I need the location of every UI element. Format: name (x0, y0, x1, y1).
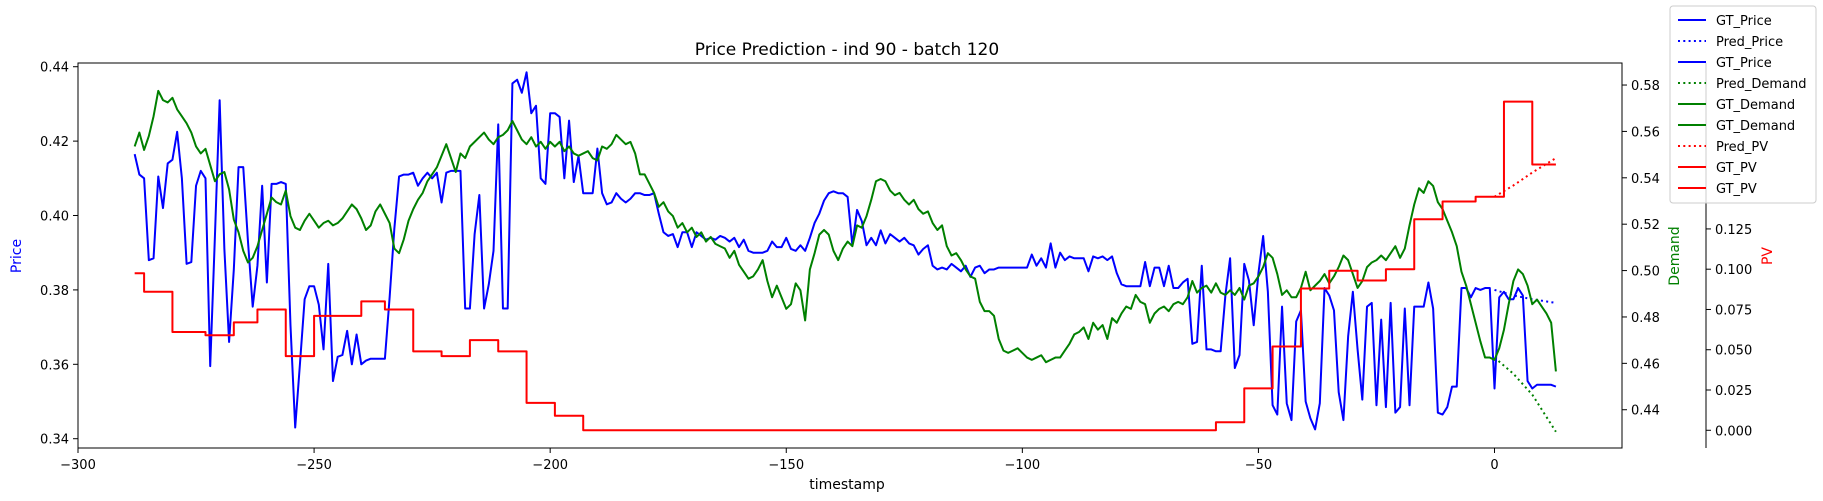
axes-layer: −300 −250 −200 −150 −100 −50 0 0.34 0.36 0.38 0.40… (40, 61, 1752, 473)
x-tick-label: −250 (296, 458, 332, 473)
demand-tick-label: 0.50 (1631, 265, 1660, 280)
price-tick-label: 0.40 (40, 210, 69, 225)
x-tick-label: −200 (532, 458, 568, 473)
demand-tick-label: 0.54 (1631, 172, 1660, 187)
demand-tick-label: 0.56 (1631, 125, 1660, 140)
legend-label: GT_Price (1716, 56, 1772, 71)
price-tick-label: 0.44 (40, 61, 69, 76)
series-line-pred-demand (1493, 356, 1557, 433)
x-tick-label: −150 (768, 458, 804, 473)
series-line-gt-pv (134, 100, 1556, 432)
price-tick-label: 0.42 (40, 135, 69, 150)
legend-label: GT_Demand (1716, 119, 1795, 134)
x-axis-label: timestamp (809, 477, 885, 493)
chart-title: Price Prediction - ind 90 - batch 120 (695, 40, 999, 60)
y-axis-label-price: Price (9, 239, 25, 273)
pv-tick-label: 0.025 (1715, 384, 1752, 399)
legend-label: GT_PV (1716, 182, 1757, 197)
series-line-pred-pv (1493, 157, 1557, 198)
x-tick-label: −50 (1245, 458, 1272, 473)
series-line-gt-price (133, 71, 1557, 431)
pv-tick-label: 0.000 (1715, 424, 1752, 439)
legend-label: GT_Price (1716, 14, 1772, 29)
price-tick-label: 0.34 (40, 433, 69, 448)
legend-label: Pred_Price (1716, 35, 1783, 50)
legend: GT_Price Pred_Price GT_Price Pred_Demand GT_… (1669, 5, 1817, 204)
legend-label: GT_Demand (1716, 98, 1795, 113)
demand-tick-label: 0.52 (1631, 218, 1660, 233)
demand-tick-label: 0.44 (1631, 404, 1660, 419)
price-tick-label: 0.38 (40, 284, 69, 299)
legend-label: Pred_Demand (1716, 77, 1807, 92)
x-tick-label: −300 (60, 458, 96, 473)
pv-tick-label: 0.100 (1715, 263, 1752, 278)
legend-label: Pred_PV (1716, 140, 1768, 155)
pv-tick-label: 0.075 (1715, 303, 1752, 318)
demand-tick-label: 0.48 (1631, 311, 1660, 326)
legend-box (1669, 5, 1817, 204)
series-line-gt-demand (133, 89, 1557, 372)
pv-tick-label: 0.125 (1715, 223, 1752, 238)
price-tick-label: 0.36 (40, 358, 69, 373)
demand-tick-label: 0.46 (1631, 357, 1660, 372)
y-axis-label-demand: Demand (1667, 226, 1683, 285)
legend-label: GT_PV (1716, 161, 1757, 176)
demand-tick-label: 0.58 (1631, 79, 1660, 94)
x-tick-label: −100 (1004, 458, 1040, 473)
y-axis-label-pv: PV (1760, 247, 1776, 265)
x-tick-label: 0 (1490, 458, 1498, 473)
series-layer (133, 71, 1557, 433)
pv-tick-label: 0.050 (1715, 344, 1752, 359)
plot-frame (77, 62, 1623, 449)
